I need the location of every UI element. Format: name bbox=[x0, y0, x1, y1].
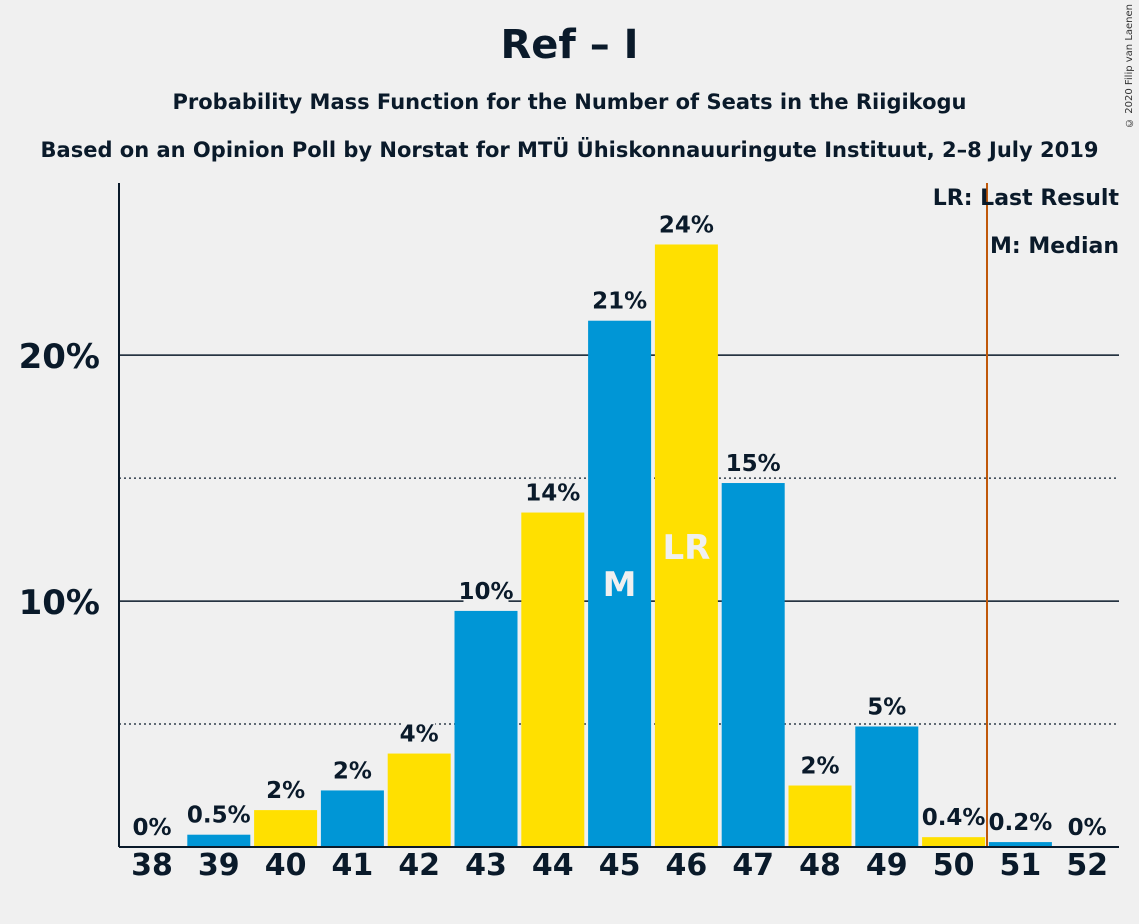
bar-label-bg bbox=[336, 756, 369, 784]
x-tick-label: 48 bbox=[799, 848, 841, 883]
x-tick-label: 45 bbox=[599, 848, 641, 883]
bar bbox=[788, 785, 852, 847]
x-tick-label: 41 bbox=[332, 848, 374, 883]
bar-value-label: 2% bbox=[800, 754, 839, 780]
bar-value-label: 0.5% bbox=[187, 803, 251, 829]
bar-label-bg bbox=[1071, 813, 1104, 840]
bar-label-bg bbox=[870, 692, 903, 720]
bar-label-bg bbox=[530, 478, 576, 506]
x-tick-label: 51 bbox=[1000, 848, 1042, 883]
bar bbox=[454, 610, 518, 847]
bar bbox=[187, 834, 251, 847]
y-tick-label: 10% bbox=[19, 583, 100, 623]
last-result-marker: LR bbox=[662, 528, 710, 568]
bar-label-bg bbox=[269, 776, 302, 804]
x-tick-label: 49 bbox=[866, 848, 908, 883]
bar-value-label: 0.4% bbox=[922, 805, 986, 831]
x-tick-label: 43 bbox=[465, 848, 507, 883]
x-tick-label: 47 bbox=[732, 848, 774, 883]
bar bbox=[521, 512, 585, 847]
bar bbox=[320, 790, 384, 847]
bar-label-bg bbox=[189, 800, 248, 828]
bar-label-bg bbox=[663, 210, 709, 238]
bar bbox=[922, 837, 986, 847]
bar-label-bg bbox=[991, 808, 1050, 836]
bar bbox=[988, 842, 1052, 847]
bar-label-bg bbox=[403, 719, 436, 747]
bar bbox=[254, 810, 318, 847]
bar-value-label: 15% bbox=[726, 451, 781, 477]
x-tick-label: 38 bbox=[131, 848, 173, 883]
bar bbox=[855, 726, 919, 847]
bar-label-bg bbox=[463, 576, 509, 604]
bar-value-label: 14% bbox=[525, 481, 580, 507]
legend-last-result: LR: Last Result bbox=[932, 186, 1119, 211]
bar-value-label: 0% bbox=[1068, 815, 1107, 841]
bar-value-label: 21% bbox=[592, 289, 647, 315]
bar-value-label: 0.2% bbox=[989, 810, 1053, 836]
bar-value-label: 4% bbox=[400, 722, 439, 748]
bar-label-bg bbox=[597, 286, 643, 314]
bar-value-label: 5% bbox=[867, 694, 906, 720]
bar-label-bg bbox=[730, 449, 776, 477]
bar bbox=[721, 483, 785, 847]
bar-value-label: 2% bbox=[266, 778, 305, 804]
bar bbox=[387, 753, 451, 847]
x-tick-label: 39 bbox=[198, 848, 240, 883]
y-tick-label: 20% bbox=[19, 337, 100, 377]
bar bbox=[654, 244, 718, 848]
bar-value-label: 2% bbox=[333, 758, 372, 784]
bar-value-label: 24% bbox=[659, 212, 714, 238]
bar-label-bg bbox=[136, 813, 168, 840]
x-tick-label: 42 bbox=[398, 848, 440, 883]
bar-value-label: 0% bbox=[132, 815, 171, 841]
x-tick-label: 50 bbox=[933, 848, 975, 883]
chart-title: Ref – I bbox=[500, 22, 639, 68]
bar-label-bg bbox=[804, 751, 836, 779]
chart-subtitle: Probability Mass Function for the Number… bbox=[172, 90, 967, 114]
x-tick-label: 46 bbox=[666, 848, 708, 883]
median-marker: M bbox=[603, 565, 637, 605]
x-tick-label: 40 bbox=[265, 848, 307, 883]
chart-source: Based on an Opinion Poll by Norstat for … bbox=[40, 138, 1099, 162]
x-tick-label: 52 bbox=[1066, 848, 1108, 883]
bar-value-label: 10% bbox=[458, 579, 513, 605]
bar-label-bg bbox=[924, 803, 983, 831]
x-tick-label: 44 bbox=[532, 848, 574, 883]
bar bbox=[588, 320, 652, 847]
legend-median: M: Median bbox=[990, 234, 1119, 259]
